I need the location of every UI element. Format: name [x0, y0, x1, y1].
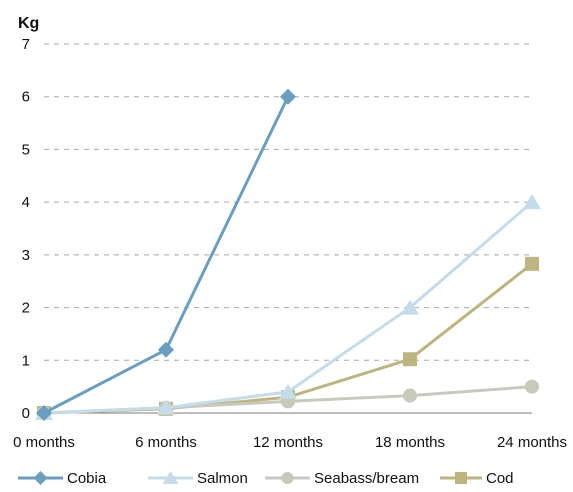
y-tick-label: 5 — [22, 141, 30, 158]
x-tick-label: 6 months — [135, 434, 197, 451]
triangle-marker — [157, 399, 175, 415]
diamond-marker — [36, 405, 52, 421]
triangle-marker — [279, 383, 297, 399]
series-salmon — [35, 194, 541, 420]
x-tick-label: 24 months — [497, 434, 567, 451]
legend-item-cobia: Cobia — [18, 470, 107, 487]
circle-marker — [403, 388, 417, 403]
triangle-marker — [523, 194, 541, 210]
y-tick-label: 1 — [22, 352, 30, 369]
x-axis-ticks: 0 months 6 months 12 months 18 months 24 mon… — [13, 434, 567, 451]
legend-item-salmon: Salmon — [148, 470, 248, 487]
circle-marker — [525, 379, 539, 394]
square-marker — [403, 352, 417, 367]
x-tick-label: 0 months — [13, 434, 75, 451]
diamond-marker — [158, 341, 174, 358]
diamond-marker — [280, 88, 296, 105]
circle-marker — [281, 472, 294, 484]
legend-label: Salmon — [197, 470, 248, 487]
y-tick-label: 4 — [22, 194, 30, 211]
y-tick-label: 6 — [22, 89, 30, 106]
x-tick-label: 18 months — [375, 434, 445, 451]
y-axis-title: Kg — [18, 15, 39, 32]
y-tick-label: 0 — [22, 405, 30, 422]
triangle-marker — [162, 471, 179, 484]
x-tick-label: 12 months — [253, 434, 323, 451]
legend-item-seabass-bream: Seabass/bream — [265, 470, 419, 487]
diamond-marker — [33, 471, 48, 485]
square-marker — [455, 472, 467, 484]
square-marker — [525, 256, 539, 271]
legend-item-cod: Cod — [440, 470, 514, 487]
y-tick-label: 7 — [22, 36, 30, 53]
legend-label: Seabass/bream — [314, 470, 419, 487]
legend-label: Cod — [486, 470, 514, 487]
legend-label: Cobia — [67, 470, 107, 487]
series-group — [35, 88, 541, 421]
y-tick-label: 3 — [22, 247, 30, 264]
y-axis-ticks: 0 1 2 3 4 5 6 7 — [22, 36, 30, 422]
series-cobia — [36, 88, 296, 421]
y-tick-label: 2 — [22, 300, 30, 317]
triangle-marker — [401, 299, 419, 315]
legend: Cobia Salmon Seabass/bream Cod — [18, 470, 514, 487]
